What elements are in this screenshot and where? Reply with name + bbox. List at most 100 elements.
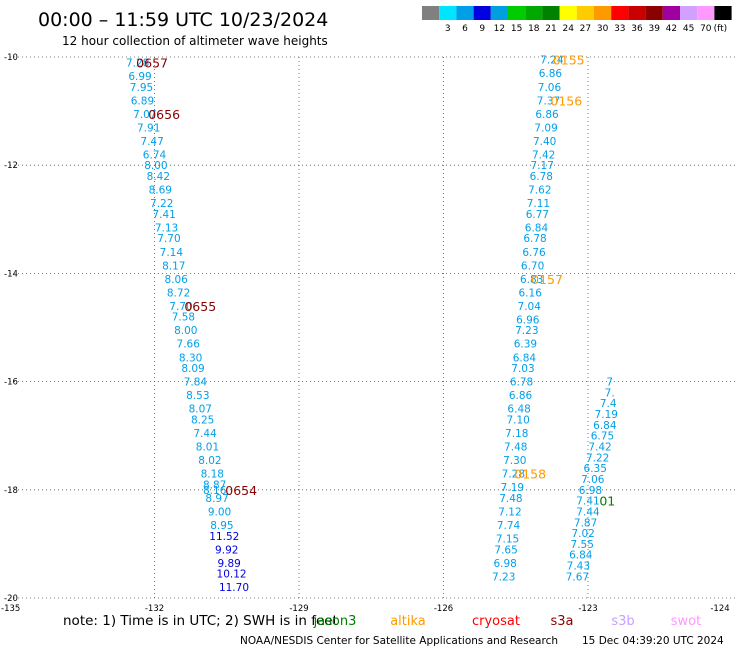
wave-height-label: 7.41 (576, 496, 599, 508)
satellite-legend-item: s3a (550, 614, 573, 629)
colorbar-legend: 3 6 9 12 15 18 21 24 27 30 33 36 39 42 45 70 (ft) (422, 6, 732, 34)
wave-height-label: 6.86 (509, 390, 533, 402)
wave-height-label: 6.84 (569, 550, 593, 562)
wave-height-label: 7.70 (157, 233, 180, 245)
colorbar-label: 36 (631, 24, 643, 34)
wave-height-label: 8.17 (162, 260, 185, 272)
colorbar-label: 30 (597, 24, 609, 34)
satellite-legend-item: swot (671, 614, 701, 629)
pass-time-label: 0655 (184, 299, 216, 314)
satellite-legend: jason3 altika cryosat s3a s3b swot (313, 614, 702, 629)
wave-height-label: 7.55 (571, 539, 594, 551)
wave-height-label: 7.07 (133, 109, 156, 121)
colorbar-swatch (576, 6, 594, 20)
colorbar-swatch (628, 6, 646, 20)
wave-height-label: 6.48 (507, 404, 530, 416)
wave-height-label: 6.39 (514, 339, 537, 351)
wave-height-label: 7.44 (576, 506, 600, 518)
wave-height-label: 7.48 (504, 442, 527, 454)
pass-time-label: 0155 (553, 53, 585, 68)
chart-title: 00:00 – 11:59 UTC 10/23/2024 (38, 9, 328, 31)
y-tick-label: -20 (4, 594, 18, 604)
colorbar-label: 12 (494, 24, 505, 34)
wave-height-label: 7.43 (567, 561, 590, 573)
wave-height-label: 7.13 (155, 222, 178, 234)
wave-height-label: 7.11 (527, 198, 550, 210)
wave-height-label: 7. (605, 387, 615, 399)
colorbar-swatch (422, 6, 440, 20)
wave-height-label: 7.41 (152, 209, 175, 221)
wave-height-label: 7.62 (528, 185, 551, 197)
plot-frame (10, 57, 738, 598)
colorbar-swatch (525, 6, 543, 20)
wave-height-label: 10.12 (217, 569, 247, 581)
colorbar-label: 45 (683, 24, 694, 34)
wave-height-label: 7.03 (511, 363, 534, 375)
wave-height-label: 7.30 (503, 455, 526, 467)
wave-height-label: 6.86 (535, 109, 559, 121)
y-tick-label: -12 (4, 161, 18, 171)
colorbar-label: 39 (648, 24, 660, 34)
colorbar-label: 27 (580, 24, 591, 34)
wave-height-label: 7.4 (600, 398, 617, 410)
pass-time-label: 0654 (225, 483, 257, 498)
wave-height-label: 7.22 (586, 452, 609, 464)
wave-height-label: 7.44 (193, 428, 217, 440)
colorbar-label: 15 (511, 24, 522, 34)
data-marks: 7.286.997.956.897.077.917.476.748.008.42… (126, 53, 618, 594)
wave-height-label: 8.07 (189, 404, 212, 416)
wave-height-label: 6.98 (493, 558, 516, 570)
colorbar-swatch (611, 6, 629, 20)
wave-height-label: 7.37 (537, 95, 560, 107)
y-tick-label: -10 (4, 53, 18, 63)
colorbar-label: 24 (562, 24, 574, 34)
x-tick-label: -126 (434, 604, 453, 614)
wave-height-label: 8.69 (149, 185, 172, 197)
wave-height-label: 7.58 (172, 312, 195, 324)
pass-time-label: 0156 (550, 93, 582, 108)
wave-height-label: 6.89 (131, 95, 154, 107)
wave-height-label: 7.19 (595, 409, 618, 421)
colorbar-swatch (697, 6, 715, 20)
wave-height-label: 7.47 (140, 136, 163, 148)
colorbar-label: 42 (666, 24, 677, 34)
wave-height-label: 7.70 (169, 301, 192, 313)
colorbar-label: 33 (614, 24, 625, 34)
wave-height-label: 7.91 (137, 122, 160, 134)
wave-height-label: 9.92 (215, 544, 238, 556)
colorbar-label: 21 (545, 24, 556, 34)
wave-height-label: 6.84 (525, 222, 549, 234)
wave-height-label: 7.65 (494, 544, 517, 556)
wave-height-label: 8.00 (174, 325, 197, 337)
wave-height-label: 8.01 (196, 442, 219, 454)
footer-note: note: 1) Time is in UTC; 2) SWH is in fe… (63, 613, 338, 629)
wave-height-label: 7.67 (566, 571, 589, 583)
footer-timestamp: 15 Dec 04:39:20 UTC 2024 (582, 635, 724, 647)
colorbar-label: 3 (445, 24, 451, 34)
x-tick-label: -132 (145, 604, 164, 614)
wave-height-label: 8.16 (203, 485, 227, 497)
wave-height-label: 7.06 (581, 474, 605, 486)
wave-height-label: 8.72 (167, 287, 190, 299)
wave-height-label: 6.84 (513, 352, 537, 364)
satellite-legend-item: jason3 (313, 614, 357, 629)
wave-height-label: 6.78 (530, 171, 553, 183)
wave-height-label: 6.35 (584, 463, 607, 475)
wave-height-label: 6.78 (523, 233, 546, 245)
wave-height-label: 7.28 (126, 57, 149, 69)
wave-height-label: 7.40 (533, 136, 556, 148)
wave-height-label: 7.42 (588, 442, 611, 454)
wave-height-label: 7.42 (532, 149, 555, 161)
wave-height-label: 6.76 (522, 247, 546, 259)
wave-height-label: 7.14 (160, 247, 184, 259)
wave-height-label: 6.77 (526, 209, 549, 221)
satellite-legend-item: s3b (611, 614, 634, 629)
wave-height-label: 7.19 (501, 482, 524, 494)
x-tick-label: -135 (1, 604, 20, 614)
wave-height-label: 7.66 (177, 339, 201, 351)
colorbar-swatch (714, 6, 732, 20)
wave-height-label: 8.53 (186, 390, 209, 402)
grid (10, 56, 738, 599)
wave-height-label: 8.06 (164, 274, 188, 286)
